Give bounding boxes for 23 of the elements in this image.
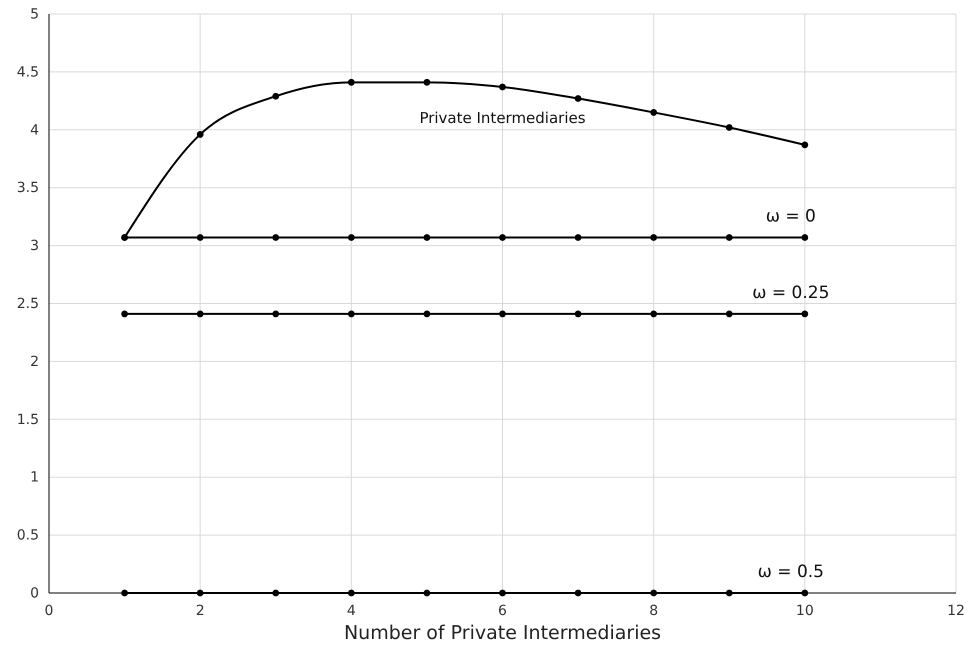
x-tick-label: 6 xyxy=(498,602,508,619)
y-tick-label: 4.5 xyxy=(16,64,39,80)
y-tick-label: 4 xyxy=(30,122,40,138)
x-axis-title: Number of Private Intermediaries xyxy=(344,622,662,644)
series-label: ω = 0 xyxy=(766,206,816,226)
x-tick-label: 8 xyxy=(649,602,658,619)
x-tick-label: 12 xyxy=(947,602,965,619)
series-label: ω = 0.5 xyxy=(758,562,824,582)
y-tick-label: 1 xyxy=(30,470,39,486)
x-tick-label: 10 xyxy=(796,602,814,619)
y-tick-label: 2 xyxy=(30,354,39,370)
y-tick-label: 2.5 xyxy=(16,296,39,312)
series-label: Private Intermediaries xyxy=(419,108,586,127)
x-tick-label: 4 xyxy=(346,602,356,619)
y-tick-label: 3.5 xyxy=(16,180,39,196)
series-label: ω = 0.25 xyxy=(752,282,830,303)
y-tick-label: 0 xyxy=(30,585,39,602)
x-tick-label: 0 xyxy=(44,602,54,619)
y-tick-label: 1.5 xyxy=(16,412,39,428)
x-tick-label: 2 xyxy=(196,602,205,619)
y-tick-label: 5 xyxy=(30,6,39,22)
y-tick-label: 3 xyxy=(30,238,39,254)
y-tick-label: 0.5 xyxy=(16,528,39,544)
